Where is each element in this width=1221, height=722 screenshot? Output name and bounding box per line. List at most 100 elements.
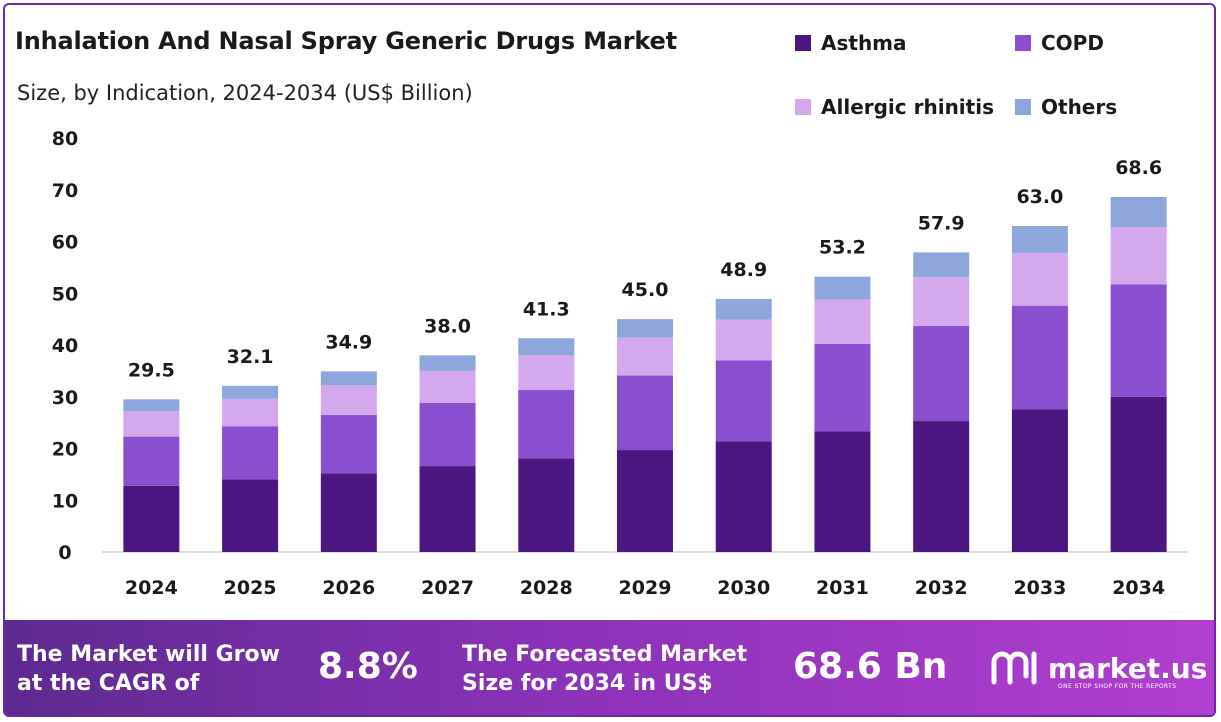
bar-segment-asthma (913, 421, 970, 552)
bar-segment-others (419, 355, 476, 371)
legend-swatch-asthma (795, 35, 811, 51)
x-tick-label: 2030 (717, 577, 770, 599)
legend-item-allergic-rhinitis: Allergic rhinitis (795, 95, 994, 119)
bar-segment-others (814, 276, 871, 300)
bar-segment-copd (222, 426, 279, 480)
chart-title: Inhalation And Nasal Spray Generic Drugs… (15, 27, 677, 55)
total-label: 41.3 (523, 298, 570, 320)
x-tick-label: 2029 (619, 577, 672, 599)
bar-segment-asthma (222, 479, 279, 552)
y-tick-label: 20 (52, 439, 78, 461)
bar-segment-allergic-rhinitis (419, 370, 476, 403)
legend-swatch-allergic-rhinitis (795, 99, 811, 115)
total-label: 29.5 (128, 359, 175, 381)
cagr-caption-line2: at the CAGR of (17, 671, 200, 696)
bar-segment-others (715, 298, 772, 320)
legend-swatch-copd (1015, 35, 1031, 51)
bar-segment-others (1110, 196, 1167, 228)
forecast-caption: The Forecasted Market Size for 2034 in U… (462, 640, 747, 698)
y-tick-label: 80 (52, 128, 78, 150)
bar-segment-asthma (715, 441, 772, 552)
y-tick-label: 30 (52, 387, 78, 409)
bar-segment-allergic-rhinitis (518, 355, 575, 391)
chart-subtitle: Size, by Indication, 2024-2034 (US$ Bill… (17, 81, 473, 105)
bar-segment-asthma (419, 466, 476, 552)
bar-segment-allergic-rhinitis (320, 385, 377, 415)
x-tick-label: 2024 (125, 577, 178, 599)
bar-segment-allergic-rhinitis (123, 411, 180, 437)
total-label: 38.0 (424, 315, 471, 337)
bar-segment-asthma (320, 473, 377, 552)
bar-segment-copd (518, 390, 575, 459)
bar-segment-copd (320, 414, 377, 474)
x-tick-label: 2025 (224, 577, 277, 599)
bar-segment-allergic-rhinitis (222, 398, 279, 427)
total-label: 32.1 (227, 346, 274, 368)
bar-segment-others (320, 371, 377, 386)
bar-segment-asthma (617, 450, 673, 552)
bar-segment-asthma (1110, 396, 1167, 552)
bar-segment-asthma (814, 431, 871, 552)
cagr-caption-line1: The Market will Grow (17, 642, 280, 667)
chart-frame: Inhalation And Nasal Spray Generic Drugs… (3, 3, 1216, 717)
bar-segment-allergic-rhinitis (617, 337, 673, 376)
x-tick-label: 2034 (1112, 577, 1165, 599)
y-tick-label: 40 (52, 335, 78, 357)
legend-label-copd: COPD (1041, 31, 1104, 55)
y-tick-label: 70 (52, 180, 78, 202)
bar-segment-allergic-rhinitis (913, 277, 970, 326)
x-tick-label: 2026 (322, 577, 375, 599)
bar-segment-copd (419, 402, 476, 467)
bar-segment-others (222, 385, 279, 399)
bar-segment-others (913, 252, 970, 278)
bar-segment-allergic-rhinitis (715, 319, 772, 361)
x-tick-label: 2031 (816, 577, 869, 599)
logo-tagline: ONE STOP SHOP FOR THE REPORTS (1058, 683, 1177, 690)
x-tick-label: 2027 (421, 577, 474, 599)
bar-segment-others (617, 319, 673, 338)
logo-text: market.us (1048, 651, 1208, 685)
legend-item-others: Others (1015, 95, 1117, 119)
legend-label-asthma: Asthma (821, 31, 907, 55)
total-label: 48.9 (720, 259, 767, 281)
forecast-caption-line2: Size for 2034 in US$ (462, 671, 713, 696)
stacked-bar-chart: 0102030405060708029.5202432.1202534.9202… (52, 128, 1188, 599)
legend-item-asthma: Asthma (795, 31, 907, 55)
legend-swatch-others (1015, 99, 1031, 115)
bar-segment-copd (913, 325, 970, 422)
bar-segment-copd (1011, 305, 1068, 410)
bar-segment-allergic-rhinitis (1110, 227, 1167, 285)
market-us-logo-icon (991, 651, 1037, 685)
x-tick-label: 2033 (1013, 577, 1066, 599)
total-label: 53.2 (819, 237, 866, 259)
bar-segment-asthma (518, 458, 575, 552)
bar-segment-others (1011, 225, 1068, 253)
bar-segment-others (518, 338, 575, 356)
cagr-caption: The Market will Grow at the CAGR of (17, 640, 280, 698)
cagr-value: 8.8% (318, 646, 418, 687)
bar-segment-copd (123, 436, 180, 486)
market-us-logo: market.us (990, 648, 1207, 688)
bar-segment-asthma (1011, 409, 1068, 552)
bar-segment-others (123, 399, 180, 412)
bar-segment-allergic-rhinitis (1011, 252, 1068, 306)
y-tick-label: 0 (58, 542, 71, 564)
total-label: 34.9 (325, 331, 372, 353)
total-label: 63.0 (1016, 186, 1063, 208)
total-label: 45.0 (622, 279, 669, 301)
y-tick-label: 50 (52, 283, 78, 305)
bar-segment-allergic-rhinitis (814, 299, 871, 344)
bar-segment-copd (1110, 284, 1167, 397)
y-tick-label: 60 (52, 232, 78, 254)
forecast-value: 68.6 Bn (793, 646, 948, 687)
legend-label-allergic-rhinitis: Allergic rhinitis (821, 95, 994, 119)
total-label: 57.9 (918, 212, 965, 234)
x-tick-label: 2028 (520, 577, 573, 599)
bar-segment-copd (715, 360, 772, 442)
bar-segment-copd (617, 375, 673, 451)
bar-segment-copd (814, 343, 871, 432)
footer-banner: The Market will Grow at the CAGR of 8.8%… (5, 620, 1214, 715)
legend-label-others: Others (1041, 95, 1118, 119)
bar-segment-asthma (123, 485, 180, 552)
forecast-caption-line1: The Forecasted Market (462, 642, 748, 667)
